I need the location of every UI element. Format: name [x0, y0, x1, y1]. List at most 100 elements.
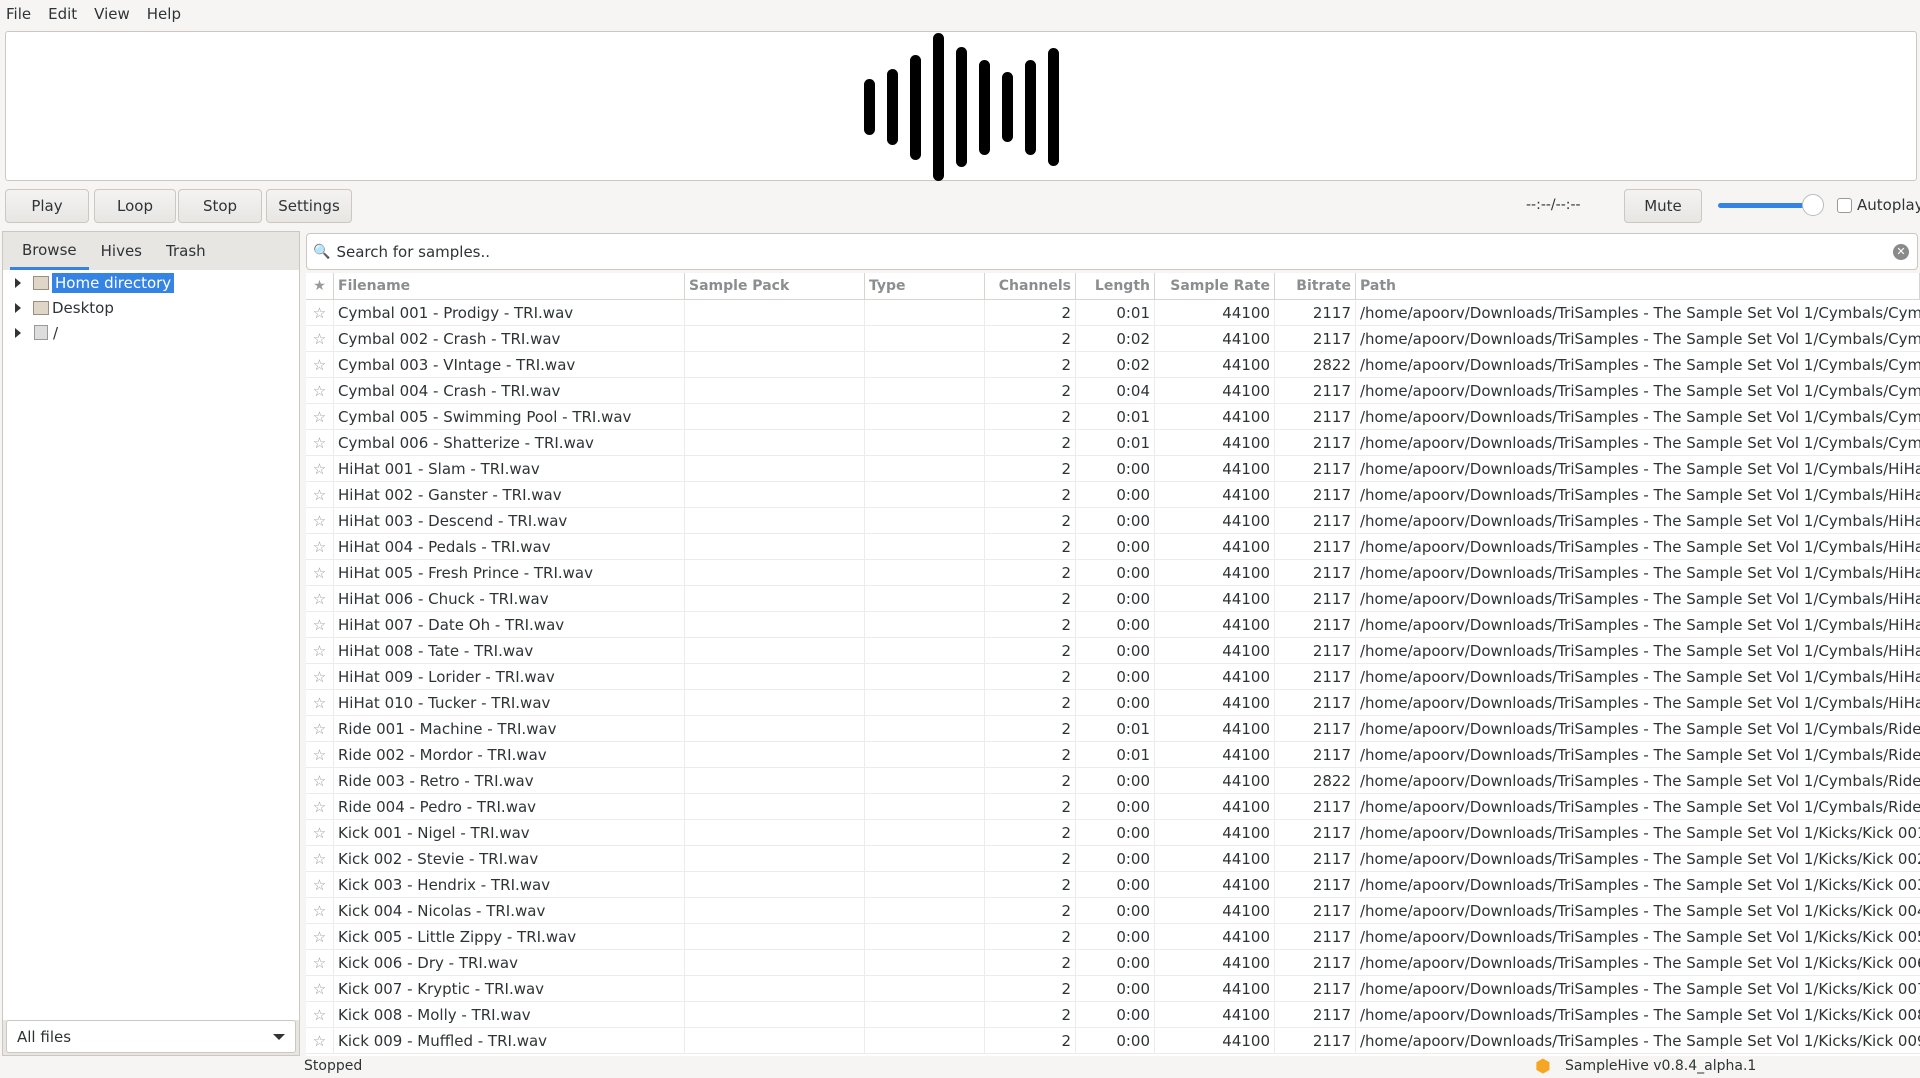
- mute-button[interactable]: Mute: [1624, 189, 1702, 223]
- favorite-star-icon[interactable]: ☆: [306, 300, 334, 325]
- stop-button[interactable]: Stop: [178, 189, 262, 223]
- favorite-star-icon[interactable]: ☆: [306, 690, 334, 715]
- table-row[interactable]: ☆ Ride 001 - Machine - TRI.wav 2 0:01 44100 2…: [306, 716, 1920, 742]
- favorite-star-icon[interactable]: ☆: [306, 1028, 334, 1053]
- table-row[interactable]: ☆ Cymbal 001 - Prodigy - TRI.wav 2 0:01 4410…: [306, 300, 1920, 326]
- favorite-star-icon[interactable]: ☆: [306, 976, 334, 1001]
- favorite-star-icon[interactable]: ☆: [306, 638, 334, 663]
- menu-view[interactable]: View: [94, 4, 130, 23]
- table-row[interactable]: ☆ HiHat 005 - Fresh Prince - TRI.wav 2 0:00…: [306, 560, 1920, 586]
- table-row[interactable]: ☆ HiHat 008 - Tate - TRI.wav 2 0:00 44100 211…: [306, 638, 1920, 664]
- table-row[interactable]: ☆ Cymbal 002 - Crash - TRI.wav 2 0:02 44100 2…: [306, 326, 1920, 352]
- cell-path: /home/apoorv/Downloads/TriSamples - The …: [1360, 433, 1920, 452]
- table-row[interactable]: ☆ HiHat 009 - Lorider - TRI.wav 2 0:00 44100…: [306, 664, 1920, 690]
- column-header-channels[interactable]: Channels: [985, 273, 1076, 299]
- table-row[interactable]: ☆ HiHat 003 - Descend - TRI.wav 2 0:00 44100…: [306, 508, 1920, 534]
- table-row[interactable]: ☆ Cymbal 005 - Swimming Pool - TRI.wav 2 0:…: [306, 404, 1920, 430]
- play-button[interactable]: Play: [5, 189, 89, 223]
- favorite-star-icon[interactable]: ☆: [306, 534, 334, 559]
- favorite-column-star-icon[interactable]: ★: [306, 273, 334, 299]
- table-row[interactable]: ☆ HiHat 002 - Ganster - TRI.wav 2 0:00 44100…: [306, 482, 1920, 508]
- expand-icon[interactable]: [15, 277, 21, 288]
- table-row[interactable]: ☆ Kick 008 - Molly - TRI.wav 2 0:00 44100 211…: [306, 1002, 1920, 1028]
- table-row[interactable]: ☆ Kick 003 - Hendrix - TRI.wav 2 0:00 44100 2…: [306, 872, 1920, 898]
- favorite-star-icon[interactable]: ☆: [306, 404, 334, 429]
- table-row[interactable]: ☆ Kick 004 - Nicolas - TRI.wav 2 0:00 44100 2…: [306, 898, 1920, 924]
- favorite-star-icon[interactable]: ☆: [306, 612, 334, 637]
- table-row[interactable]: ☆ HiHat 007 - Date Oh - TRI.wav 2 0:00 44100…: [306, 612, 1920, 638]
- column-header-type[interactable]: Type: [865, 273, 985, 299]
- table-row[interactable]: ☆ HiHat 001 - Slam - TRI.wav 2 0:00 44100 211…: [306, 456, 1920, 482]
- table-row[interactable]: ☆ Kick 007 - Kryptic - TRI.wav 2 0:00 44100 2…: [306, 976, 1920, 1002]
- favorite-star-icon[interactable]: ☆: [306, 482, 334, 507]
- table-row[interactable]: ☆ Cymbal 004 - Crash - TRI.wav 2 0:04 44100 2…: [306, 378, 1920, 404]
- cell-length: 0:00: [1076, 690, 1155, 715]
- favorite-star-icon[interactable]: ☆: [306, 794, 334, 819]
- favorite-star-icon[interactable]: ☆: [306, 898, 334, 923]
- table-row[interactable]: ☆ HiHat 006 - Chuck - TRI.wav 2 0:00 44100 21…: [306, 586, 1920, 612]
- column-header-sample-rate[interactable]: Sample Rate: [1155, 273, 1275, 299]
- table-row[interactable]: ☆ Kick 009 - Muffled - TRI.wav 2 0:00 44100 2…: [306, 1028, 1920, 1054]
- settings-button[interactable]: Settings: [266, 189, 352, 223]
- table-row[interactable]: ☆ Ride 002 - Mordor - TRI.wav 2 0:01 44100 21…: [306, 742, 1920, 768]
- favorite-star-icon[interactable]: ☆: [306, 820, 334, 845]
- menu-file[interactable]: File: [6, 4, 32, 23]
- favorite-star-icon[interactable]: ☆: [306, 846, 334, 871]
- table-row[interactable]: ☆ Kick 006 - Dry - TRI.wav 2 0:00 44100 2117/…: [306, 950, 1920, 976]
- column-header-sample-pack[interactable]: Sample Pack: [685, 273, 865, 299]
- table-row[interactable]: ☆ Ride 003 - Retro - TRI.wav 2 0:00 44100 282…: [306, 768, 1920, 794]
- volume-slider-handle[interactable]: [1802, 194, 1824, 216]
- tab-browse[interactable]: Browse: [10, 232, 89, 270]
- search-input[interactable]: [336, 242, 1893, 261]
- column-header-path[interactable]: Path: [1356, 273, 1920, 299]
- cell-filename: HiHat 005 - Fresh Prince - TRI.wav: [334, 560, 685, 585]
- menu-help[interactable]: Help: [146, 4, 181, 23]
- autoplay-checkbox[interactable]: [1837, 198, 1852, 213]
- table-row[interactable]: ☆ HiHat 004 - Pedals - TRI.wav 2 0:00 44100 2…: [306, 534, 1920, 560]
- column-header-length[interactable]: Length: [1076, 273, 1155, 299]
- menu-edit[interactable]: Edit: [48, 4, 78, 23]
- table-row[interactable]: ☆ Ride 004 - Pedro - TRI.wav 2 0:00 44100 211…: [306, 794, 1920, 820]
- favorite-star-icon[interactable]: ☆: [306, 560, 334, 585]
- table-row[interactable]: ☆ Kick 002 - Stevie - TRI.wav 2 0:00 44100 21…: [306, 846, 1920, 872]
- tree-item-desktop[interactable]: Desktop: [3, 295, 299, 320]
- table-row[interactable]: ☆ Kick 005 - Little Zippy - TRI.wav 2 0:00 4…: [306, 924, 1920, 950]
- waveform-viewer[interactable]: [5, 31, 1917, 181]
- favorite-star-icon[interactable]: ☆: [306, 924, 334, 949]
- table-row[interactable]: ☆ Cymbal 006 - Shatterize - TRI.wav 2 0:01 4…: [306, 430, 1920, 456]
- cell-channels: 2: [985, 456, 1076, 481]
- favorite-star-icon[interactable]: ☆: [306, 742, 334, 767]
- tree-item-root[interactable]: /: [3, 320, 299, 345]
- file-filter-dropdown[interactable]: All files: [6, 1020, 296, 1053]
- favorite-star-icon[interactable]: ☆: [306, 586, 334, 611]
- search-bar[interactable]: 🔍 ✕: [306, 233, 1918, 270]
- volume-slider[interactable]: [1718, 203, 1818, 208]
- tab-trash[interactable]: Trash: [166, 242, 206, 260]
- favorite-star-icon[interactable]: ☆: [306, 950, 334, 975]
- favorite-star-icon[interactable]: ☆: [306, 768, 334, 793]
- favorite-star-icon[interactable]: ☆: [306, 456, 334, 481]
- expand-icon[interactable]: [15, 302, 21, 313]
- favorite-star-icon[interactable]: ☆: [306, 326, 334, 351]
- favorite-star-icon[interactable]: ☆: [306, 872, 334, 897]
- expand-icon[interactable]: [15, 327, 21, 338]
- favorite-star-icon[interactable]: ☆: [306, 378, 334, 403]
- table-row[interactable]: ☆ HiHat 010 - Tucker - TRI.wav 2 0:00 44100 2…: [306, 690, 1920, 716]
- favorite-star-icon[interactable]: ☆: [306, 1002, 334, 1027]
- cell-channels: 2: [985, 508, 1076, 533]
- favorite-star-icon[interactable]: ☆: [306, 664, 334, 689]
- cell-path: /home/apoorv/Downloads/TriSamples - The …: [1360, 563, 1920, 582]
- favorite-star-icon[interactable]: ☆: [306, 352, 334, 377]
- tab-hives[interactable]: Hives: [100, 242, 142, 260]
- favorite-star-icon[interactable]: ☆: [306, 508, 334, 533]
- tree-item-home[interactable]: Home directory: [3, 270, 299, 295]
- favorite-star-icon[interactable]: ☆: [306, 716, 334, 741]
- autoplay-label[interactable]: Autoplay: [1857, 196, 1920, 214]
- table-row[interactable]: ☆ Cymbal 003 - VIntage - TRI.wav 2 0:02 4410…: [306, 352, 1920, 378]
- clear-icon[interactable]: ✕: [1893, 243, 1909, 260]
- column-header-bitrate[interactable]: Bitrate: [1275, 273, 1356, 299]
- favorite-star-icon[interactable]: ☆: [306, 430, 334, 455]
- table-row[interactable]: ☆ Kick 001 - Nigel - TRI.wav 2 0:00 44100 211…: [306, 820, 1920, 846]
- column-header-filename[interactable]: Filename: [334, 273, 685, 299]
- loop-button[interactable]: Loop: [94, 189, 176, 223]
